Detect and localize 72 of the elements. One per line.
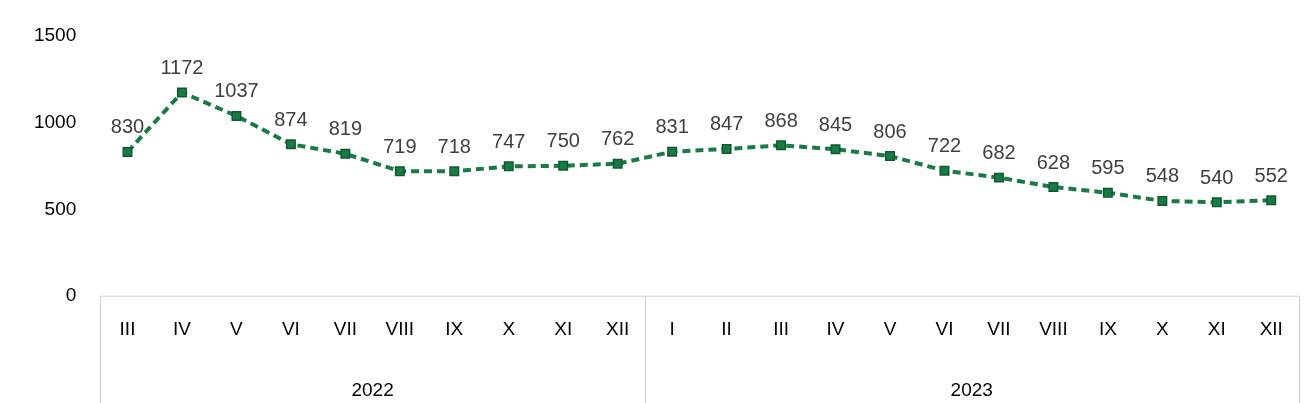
data-label: 718: [437, 134, 471, 157]
data-label: 1037: [214, 79, 259, 102]
text: 2022: [351, 379, 394, 401]
data-label: 845: [818, 112, 853, 135]
x-tick-label: V: [883, 317, 897, 339]
point: [285, 139, 296, 150]
point: [993, 172, 1004, 183]
point: [885, 151, 895, 162]
point: [394, 166, 405, 177]
data-label: 830: [110, 115, 145, 138]
point: [1048, 182, 1059, 192]
point: [558, 160, 569, 171]
y-tick-label: 500: [44, 197, 77, 219]
x-tick-label: X: [1155, 317, 1169, 339]
point: [503, 161, 514, 172]
x-tick-label: X: [502, 317, 516, 339]
point: [1102, 187, 1113, 198]
data-label: 874: [274, 107, 308, 130]
x-tick-label: V: [230, 317, 244, 339]
x-tick-label: III: [119, 317, 136, 339]
point: [1211, 197, 1222, 208]
x-tick-label: IV: [172, 317, 192, 339]
x-tick-label: VIII: [1039, 317, 1068, 339]
x-tick-label: XI: [1207, 317, 1226, 339]
x-tick-label: VII: [333, 317, 357, 339]
x-tick-label: VI: [281, 317, 300, 339]
data-label: 548: [1145, 164, 1180, 187]
data-label: 747: [492, 129, 526, 152]
x-tick-label: VI: [935, 317, 954, 339]
point: [939, 165, 950, 176]
text: 2023: [950, 379, 993, 401]
data-label: 628: [1036, 150, 1071, 173]
x-tick-label: I: [669, 317, 675, 339]
data-label: 682: [982, 141, 1016, 164]
x-tick-label: XII: [1259, 317, 1283, 339]
data-label: 819: [328, 117, 363, 140]
x-tick-label: IX: [1098, 317, 1118, 339]
point: [340, 148, 351, 159]
x-tick-label: III: [773, 317, 789, 339]
x-tick-label: VIII: [385, 317, 415, 339]
x-tick-label: IV: [826, 317, 845, 339]
data-label: 868: [764, 108, 798, 131]
y-tick-label: 1000: [33, 110, 77, 132]
point: [122, 146, 133, 157]
x-tick-label: VII: [987, 317, 1011, 339]
data-label: 806: [873, 119, 907, 142]
point: [721, 143, 732, 154]
point: [1266, 195, 1277, 206]
x-tick-label: XII: [606, 317, 630, 339]
data-label: 1172: [160, 55, 204, 78]
data-label: 722: [927, 134, 962, 157]
data-label: 847: [709, 112, 744, 135]
y-tick-label: 1500: [33, 23, 77, 45]
point: [449, 166, 460, 177]
data-label: 540: [1200, 165, 1234, 188]
point: [1157, 195, 1168, 206]
data-label: 831: [655, 115, 689, 138]
x-tick-label: II: [721, 317, 732, 339]
data-label: 719: [383, 134, 417, 157]
data-label: 552: [1254, 163, 1288, 186]
data-label: 595: [1091, 156, 1125, 179]
point: [612, 158, 623, 169]
y-tick-label: 0: [65, 284, 77, 306]
point: [231, 110, 242, 121]
point: [667, 146, 678, 157]
data-label: 750: [546, 129, 580, 152]
point: [830, 144, 841, 155]
point: [176, 87, 187, 98]
x-tick-label: XI: [554, 317, 573, 339]
point: [776, 140, 787, 151]
data-label: 762: [601, 127, 635, 150]
x-tick-label: IX: [445, 317, 464, 339]
